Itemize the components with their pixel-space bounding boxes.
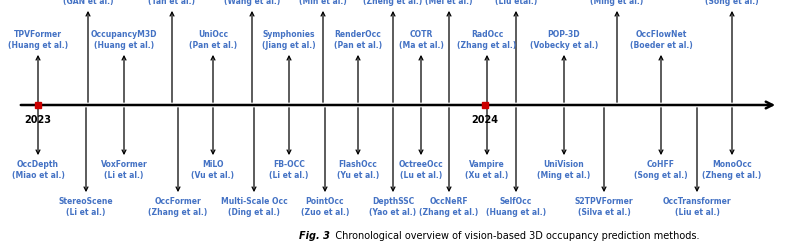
Text: OccFormer
(Zhang et al.): OccFormer (Zhang et al.) <box>148 197 207 217</box>
Text: POP-3D
(Vobecky et al.): POP-3D (Vobecky et al.) <box>530 30 598 50</box>
Text: StereoScene
(Li et al.): StereoScene (Li et al.) <box>58 197 113 217</box>
Text: UniWorld
(Min et al.): UniWorld (Min et al.) <box>299 0 347 6</box>
Text: SelfOcc
(Huang et al.): SelfOcc (Huang et al.) <box>486 197 546 217</box>
Text: S2TPVFormer
(Silva et al.): S2TPVFormer (Silva et al.) <box>574 197 634 217</box>
Text: OccTransformer
(Liu et al.): OccTransformer (Liu et al.) <box>663 197 731 217</box>
Text: 2024: 2024 <box>471 115 499 125</box>
Text: RadOcc
(Zhang et al.): RadOcc (Zhang et al.) <box>457 30 517 50</box>
Text: SimpleOccupancy
(GAN et al.): SimpleOccupancy (GAN et al.) <box>50 0 126 6</box>
Text: SGN
(Mei et al.): SGN (Mei et al.) <box>426 0 473 6</box>
Text: PointOcc
(Zuo et al.): PointOcc (Zuo et al.) <box>301 197 349 217</box>
Text: Chronological overview of vision-based 3D occupancy prediction methods.: Chronological overview of vision-based 3… <box>326 231 700 241</box>
Text: COTR
(Ma et al.): COTR (Ma et al.) <box>399 30 444 50</box>
Text: UniOcc
(Pan et al.): UniOcc (Pan et al.) <box>189 30 237 50</box>
Text: OctreeOcc
(Lu et al.): OctreeOcc (Lu et al.) <box>399 160 444 180</box>
Text: OccNeRF
(Zhang et al.): OccNeRF (Zhang et al.) <box>419 197 478 217</box>
Text: FB-OCC
(Li et al.): FB-OCC (Li et al.) <box>269 160 309 180</box>
Text: FastOcc
(Song et al.): FastOcc (Song et al.) <box>705 0 759 6</box>
Text: OVO
(Tan et al.): OVO (Tan et al.) <box>148 0 195 6</box>
Text: Vampire
(Xu et al.): Vampire (Xu et al.) <box>466 160 508 180</box>
Text: OccWorld
(Zheng et al.): OccWorld (Zheng et al.) <box>363 0 422 6</box>
Text: FlashOcc
(Yu et al.): FlashOcc (Yu et al.) <box>337 160 379 180</box>
Text: Symphonies
(Jiang et al.): Symphonies (Jiang et al.) <box>262 30 316 50</box>
Text: CoHFF
(Song et al.): CoHFF (Song et al.) <box>634 160 688 180</box>
Text: VoxFormer
(Li et al.): VoxFormer (Li et al.) <box>101 160 147 180</box>
Text: OccFlowNet
(Boeder et al.): OccFlowNet (Boeder et al.) <box>630 30 693 50</box>
Text: Multi-Scale Occ
(Ding et al.): Multi-Scale Occ (Ding et al.) <box>221 197 288 217</box>
Text: InverseMatrixVT3D
(Ming et al.): InverseMatrixVT3D (Ming et al.) <box>575 0 659 6</box>
Text: UniVision
(Ming et al.): UniVision (Ming et al.) <box>537 160 591 180</box>
Text: Fig. 3: Fig. 3 <box>299 231 330 241</box>
Text: 2023: 2023 <box>24 115 51 125</box>
Text: OccDepth
(Miao et al.): OccDepth (Miao et al.) <box>12 160 65 180</box>
Text: RenderOcc
(Pan et al.): RenderOcc (Pan et al.) <box>334 30 382 50</box>
Text: MiLO
(Vu et al.): MiLO (Vu et al.) <box>191 160 235 180</box>
Text: PanoOcc
(Wang et al.): PanoOcc (Wang et al.) <box>224 0 280 6</box>
Text: MonoOcc
(Zheng et al.): MonoOcc (Zheng et al.) <box>702 160 762 180</box>
Text: SparseOcc
(Liu etal.): SparseOcc (Liu etal.) <box>493 0 539 6</box>
Text: OccupancyM3D
(Huang et al.): OccupancyM3D (Huang et al.) <box>91 30 158 50</box>
Text: TPVFormer
(Huang et al.): TPVFormer (Huang et al.) <box>8 30 68 50</box>
Text: DepthSSC
(Yao et al.): DepthSSC (Yao et al.) <box>370 197 417 217</box>
